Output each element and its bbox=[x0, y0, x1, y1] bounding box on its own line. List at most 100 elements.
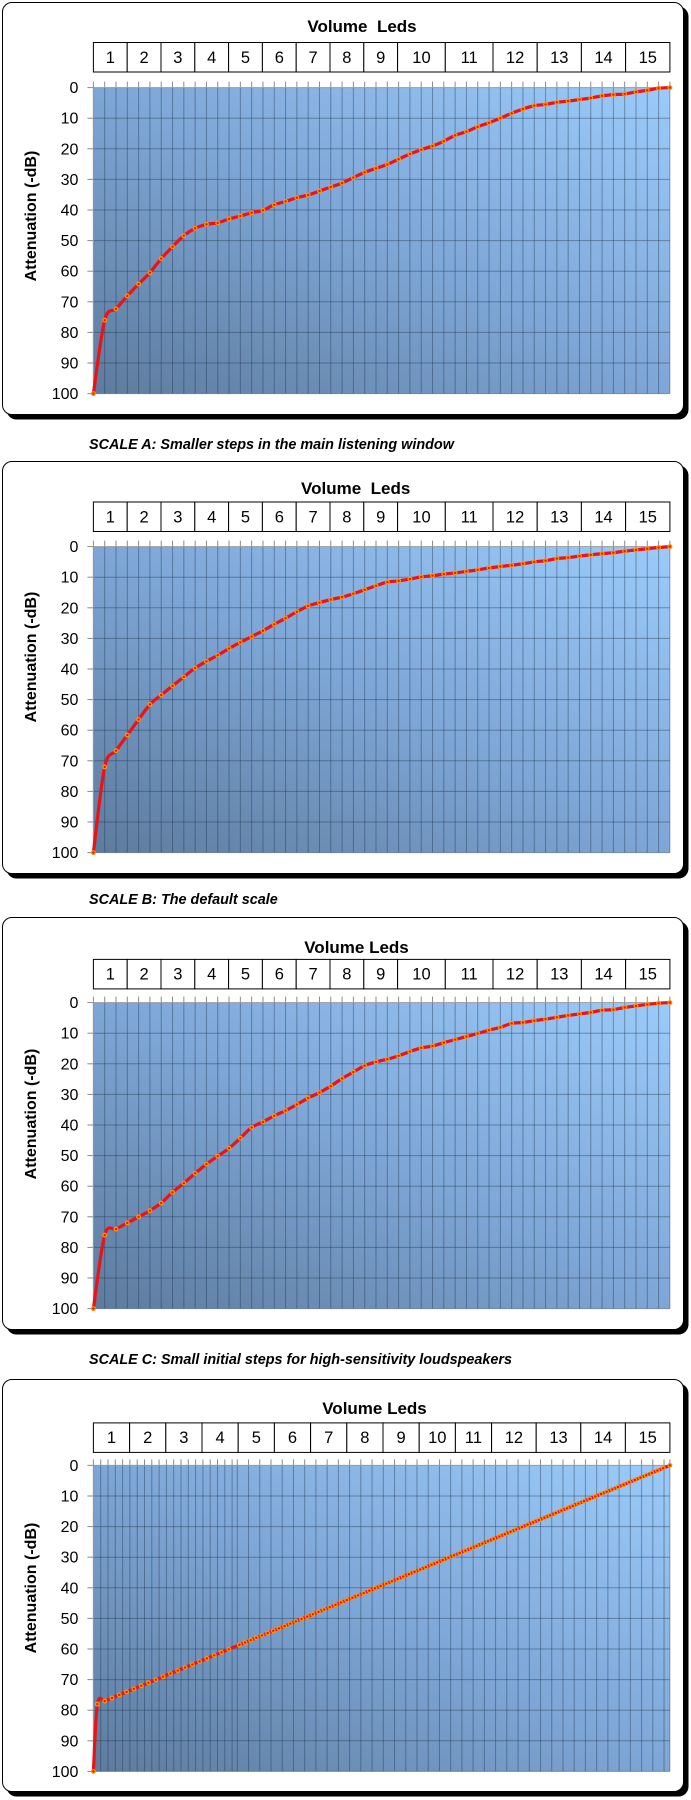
y-tick-label: 80 bbox=[61, 1239, 79, 1256]
data-point-markers bbox=[90, 85, 673, 397]
y-tick-label: 100 bbox=[52, 386, 79, 403]
led-cell bbox=[295, 501, 331, 532]
led-cell bbox=[261, 42, 297, 73]
plot-area-A bbox=[93, 87, 670, 394]
y-tick-marks bbox=[87, 1464, 94, 1772]
led-cell-label: 14 bbox=[594, 965, 612, 983]
led-cell-label: 4 bbox=[216, 1429, 225, 1447]
led-cell bbox=[397, 958, 446, 989]
led-cell-label: 6 bbox=[275, 508, 284, 526]
scale-caption-A: SCALE A: Smaller steps in the main liste… bbox=[89, 436, 454, 453]
led-cell-label: 1 bbox=[106, 508, 115, 526]
led-header-row: 1 2 3 4 5 6 7 8 9 10 11 12 13 14 15 bbox=[92, 501, 671, 532]
led-cell-label: 9 bbox=[376, 49, 385, 67]
led-cell-label: 10 bbox=[428, 1429, 446, 1447]
y-tick-label: 30 bbox=[61, 1549, 79, 1566]
led-cell bbox=[580, 501, 627, 532]
chart-title-A: Volume Leds bbox=[307, 16, 417, 36]
led-cell bbox=[194, 501, 230, 532]
y-tick-marks bbox=[87, 1001, 94, 1309]
y-tick-label: 0 bbox=[69, 80, 78, 97]
attenuation-curve-D bbox=[91, 1463, 672, 1773]
y-tick-label: 90 bbox=[61, 814, 79, 831]
led-cell-label: 15 bbox=[639, 49, 657, 67]
vertical-gridlines bbox=[92, 1002, 671, 1309]
y-tick-label: 100 bbox=[52, 1301, 79, 1318]
y-tick-label: 0 bbox=[69, 995, 78, 1012]
led-cell-label: 8 bbox=[360, 1429, 369, 1447]
led-cell bbox=[580, 42, 627, 73]
attenuation-curve-A bbox=[91, 86, 672, 396]
led-cell-label: 13 bbox=[549, 1429, 567, 1447]
y-tick-label: 70 bbox=[61, 1209, 79, 1226]
y-tick-label: 10 bbox=[61, 1025, 79, 1042]
led-cell-label: 2 bbox=[140, 49, 149, 67]
y-tick-label: 100 bbox=[52, 845, 79, 862]
led-cell bbox=[228, 42, 263, 73]
x-tick-marks bbox=[92, 81, 671, 88]
led-cell bbox=[201, 1421, 239, 1453]
led-cell bbox=[160, 958, 196, 989]
led-cell bbox=[580, 958, 627, 989]
y-tick-label: 90 bbox=[61, 1270, 79, 1287]
led-cell-label: 14 bbox=[594, 49, 612, 67]
led-cell-label: 9 bbox=[376, 508, 385, 526]
led-cell bbox=[418, 1421, 456, 1453]
y-tick-label: 80 bbox=[61, 783, 79, 800]
y-tick-label: 20 bbox=[61, 1056, 79, 1073]
y-tick-labels: 0 10 20 30 40 50 60 70 80 90 100 bbox=[52, 995, 79, 1318]
led-cell bbox=[126, 42, 162, 73]
led-cell bbox=[580, 1421, 626, 1453]
x-tick-marks bbox=[92, 540, 671, 547]
chart-panel-B: Volume Leds Attenuation (-dB) 0 10 20 30 40 50 6… bbox=[2, 460, 684, 874]
led-cell-label: 7 bbox=[324, 1429, 333, 1447]
led-cell bbox=[444, 958, 494, 989]
led-cell bbox=[625, 42, 671, 73]
led-cell-label: 7 bbox=[309, 49, 318, 67]
led-cell-label: 2 bbox=[143, 1429, 152, 1447]
led-cell bbox=[295, 42, 331, 73]
chart-title-D: Volume Leds bbox=[322, 1398, 427, 1418]
led-cell bbox=[346, 1421, 384, 1453]
y-tick-label: 40 bbox=[61, 661, 79, 678]
led-cell-label: 10 bbox=[412, 965, 430, 983]
chart-panel-D: Volume Leds Attenuation (-dB) 0 10 20 30 40 50 6… bbox=[2, 1378, 684, 1792]
led-cell bbox=[454, 1421, 493, 1453]
led-cell bbox=[92, 1421, 131, 1453]
led-cell-label: 1 bbox=[106, 49, 115, 67]
led-header-row: 1 2 3 4 5 6 7 8 9 10 11 12 13 14 15 bbox=[92, 42, 671, 73]
y-tick-label: 100 bbox=[52, 1763, 79, 1780]
y-tick-label: 50 bbox=[61, 1610, 79, 1627]
led-cell bbox=[329, 501, 365, 532]
led-cell-label: 8 bbox=[342, 49, 351, 67]
y-tick-labels: 0 10 20 30 40 50 60 70 80 90 100 bbox=[52, 1457, 79, 1780]
led-cell-label: 11 bbox=[461, 965, 478, 983]
y-tick-labels: 0 10 20 30 40 50 60 70 80 90 100 bbox=[52, 80, 79, 403]
led-cell-label: 8 bbox=[342, 965, 351, 983]
y-tick-label: 50 bbox=[61, 1148, 79, 1165]
y-tick-label: 30 bbox=[61, 1086, 79, 1103]
led-header-row: 1 2 3 4 5 6 7 8 9 10 11 12 13 14 15 bbox=[92, 958, 671, 989]
scale-caption-C: SCALE C: Small initial steps for high-se… bbox=[89, 1352, 513, 1368]
horizontal-gridlines bbox=[93, 117, 670, 395]
led-cell-label: 13 bbox=[550, 49, 568, 67]
vertical-gridlines bbox=[92, 1464, 671, 1771]
y-tick-label: 30 bbox=[61, 172, 79, 189]
data-point-markers bbox=[90, 543, 673, 855]
led-cell-label: 1 bbox=[107, 1429, 116, 1447]
led-cell-label: 12 bbox=[506, 508, 524, 526]
y-tick-label: 60 bbox=[61, 264, 79, 281]
y-tick-label: 40 bbox=[61, 1117, 79, 1134]
led-cell-label: 5 bbox=[252, 1429, 261, 1447]
data-point-markers bbox=[90, 1462, 673, 1774]
led-cell bbox=[397, 42, 446, 73]
led-cell bbox=[273, 1421, 312, 1453]
led-cell-label: 11 bbox=[465, 1429, 482, 1447]
led-cell bbox=[126, 501, 162, 532]
led-cell bbox=[310, 1421, 348, 1453]
horizontal-gridlines bbox=[93, 576, 670, 853]
led-cell-label: 12 bbox=[506, 965, 524, 983]
led-cell-label: 4 bbox=[207, 965, 216, 983]
